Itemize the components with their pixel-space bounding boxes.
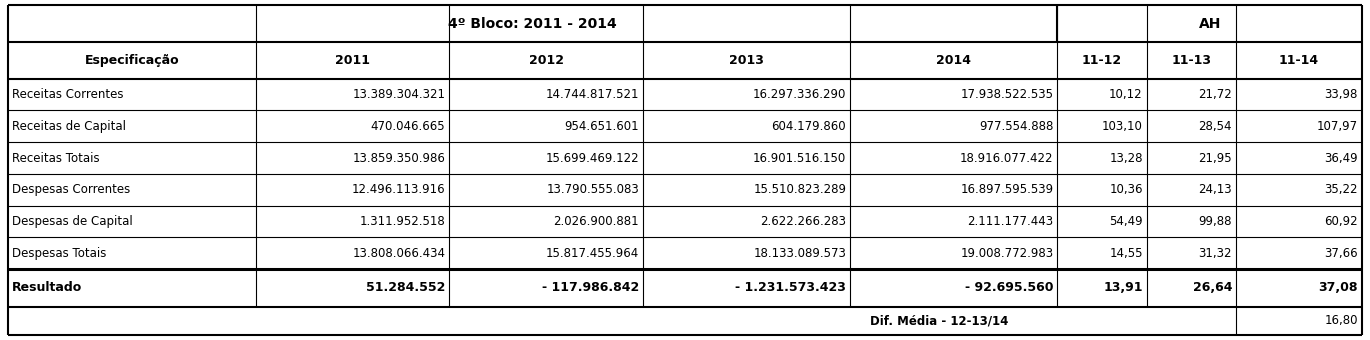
Text: Despesas de Capital: Despesas de Capital xyxy=(12,215,133,228)
Text: 14,55: 14,55 xyxy=(1110,247,1143,260)
Text: 11-12: 11-12 xyxy=(1082,54,1122,67)
Text: Especificação: Especificação xyxy=(85,54,179,67)
Text: 37,08: 37,08 xyxy=(1318,282,1358,294)
Text: 2014: 2014 xyxy=(936,54,971,67)
Text: 2.622.266.283: 2.622.266.283 xyxy=(760,215,847,228)
Text: 11-14: 11-14 xyxy=(1280,54,1319,67)
Text: 977.554.888: 977.554.888 xyxy=(980,120,1054,133)
Text: 35,22: 35,22 xyxy=(1325,183,1358,196)
Text: 13,28: 13,28 xyxy=(1110,152,1143,165)
Text: 15.817.455.964: 15.817.455.964 xyxy=(545,247,638,260)
Text: 1.311.952.518: 1.311.952.518 xyxy=(360,215,445,228)
Text: 60,92: 60,92 xyxy=(1325,215,1358,228)
Text: 107,97: 107,97 xyxy=(1317,120,1358,133)
Text: 17.938.522.535: 17.938.522.535 xyxy=(960,88,1054,101)
Text: 12.496.113.916: 12.496.113.916 xyxy=(352,183,445,196)
Text: 13.389.304.321: 13.389.304.321 xyxy=(352,88,445,101)
Text: 15.510.823.289: 15.510.823.289 xyxy=(754,183,847,196)
Text: 18.133.089.573: 18.133.089.573 xyxy=(754,247,847,260)
Text: 103,10: 103,10 xyxy=(1101,120,1143,133)
Text: 470.046.665: 470.046.665 xyxy=(371,120,445,133)
Text: 2013: 2013 xyxy=(729,54,764,67)
Text: Receitas Correntes: Receitas Correntes xyxy=(12,88,123,101)
Text: - 117.986.842: - 117.986.842 xyxy=(541,282,638,294)
Text: 28,54: 28,54 xyxy=(1199,120,1232,133)
Text: 604.179.860: 604.179.860 xyxy=(771,120,847,133)
Text: Despesas Correntes: Despesas Correntes xyxy=(12,183,130,196)
Text: 16.901.516.150: 16.901.516.150 xyxy=(754,152,847,165)
Text: 10,36: 10,36 xyxy=(1110,183,1143,196)
Text: 36,49: 36,49 xyxy=(1325,152,1358,165)
Text: 13,91: 13,91 xyxy=(1103,282,1143,294)
Text: 18.916.077.422: 18.916.077.422 xyxy=(960,152,1054,165)
Text: 13.790.555.083: 13.790.555.083 xyxy=(547,183,638,196)
Text: 37,66: 37,66 xyxy=(1325,247,1358,260)
Text: 16,80: 16,80 xyxy=(1325,314,1358,327)
Text: Receitas de Capital: Receitas de Capital xyxy=(12,120,126,133)
Text: Receitas Totais: Receitas Totais xyxy=(12,152,100,165)
Text: Resultado: Resultado xyxy=(12,282,82,294)
Text: 2.111.177.443: 2.111.177.443 xyxy=(967,215,1054,228)
Text: 16.897.595.539: 16.897.595.539 xyxy=(960,183,1054,196)
Text: 14.744.817.521: 14.744.817.521 xyxy=(545,88,638,101)
Text: 10,12: 10,12 xyxy=(1110,88,1143,101)
Text: 954.651.601: 954.651.601 xyxy=(564,120,638,133)
Text: 11-13: 11-13 xyxy=(1171,54,1211,67)
Text: 33,98: 33,98 xyxy=(1325,88,1358,101)
Text: AH: AH xyxy=(1199,17,1221,31)
Text: 13.859.350.986: 13.859.350.986 xyxy=(352,152,445,165)
Text: 15.699.469.122: 15.699.469.122 xyxy=(545,152,638,165)
Text: 54,49: 54,49 xyxy=(1110,215,1143,228)
Text: 31,32: 31,32 xyxy=(1199,247,1232,260)
Text: 19.008.772.983: 19.008.772.983 xyxy=(960,247,1054,260)
Text: - 1.231.573.423: - 1.231.573.423 xyxy=(736,282,847,294)
Text: 21,72: 21,72 xyxy=(1199,88,1232,101)
Text: Dif. Média - 12-13/14: Dif. Média - 12-13/14 xyxy=(870,314,1008,327)
Text: 2012: 2012 xyxy=(529,54,563,67)
Text: 51.284.552: 51.284.552 xyxy=(366,282,445,294)
Text: 24,13: 24,13 xyxy=(1199,183,1232,196)
Text: 16.297.336.290: 16.297.336.290 xyxy=(752,88,847,101)
Text: 2011: 2011 xyxy=(336,54,370,67)
Text: 13.808.066.434: 13.808.066.434 xyxy=(352,247,445,260)
Text: Despesas Totais: Despesas Totais xyxy=(12,247,107,260)
Text: 26,64: 26,64 xyxy=(1192,282,1232,294)
Text: 4º Bloco: 2011 - 2014: 4º Bloco: 2011 - 2014 xyxy=(448,17,616,31)
Text: 21,95: 21,95 xyxy=(1199,152,1232,165)
Text: 99,88: 99,88 xyxy=(1199,215,1232,228)
Text: - 92.695.560: - 92.695.560 xyxy=(964,282,1054,294)
Text: 2.026.900.881: 2.026.900.881 xyxy=(553,215,638,228)
